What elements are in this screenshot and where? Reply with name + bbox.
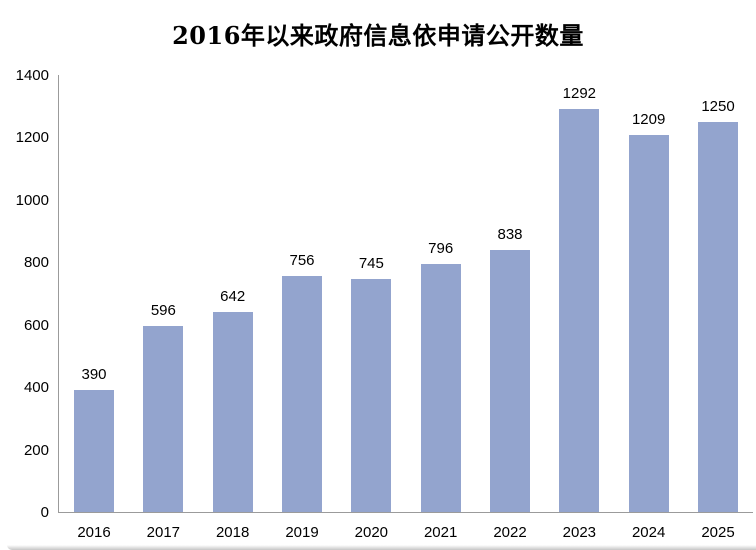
bar-value-label: 390 [81,366,107,384]
bar-2023 [559,108,600,512]
bar-value-label: 796 [428,239,454,257]
x-tick-label: 2019 [285,524,319,541]
bar-value-label: 745 [358,255,384,273]
bar-2022 [490,250,530,512]
bar-value-label: 642 [220,287,246,305]
bar-value-label: 1209 [631,110,666,128]
y-tick-label: 1200 [15,129,49,147]
y-tick-label: 0 [40,504,49,521]
bar-value-label: 756 [289,252,315,270]
y-tick-label: 400 [23,379,49,397]
bar-2019 [282,276,322,512]
x-tick-label: 2022 [493,524,527,541]
x-tick-label: 2024 [631,524,666,541]
chart-title: 2016年以来政府信息依申请公开数量 [172,21,584,50]
x-tick-label: 2023 [562,524,597,541]
y-tick-label: 1000 [15,191,49,209]
bar-2021 [420,263,461,512]
x-tick-label: 2017 [146,524,181,541]
x-tick-label: 2021 [423,524,458,541]
bar-2018 [212,311,253,512]
bar-2016 [74,390,114,512]
y-tick-label: 600 [23,316,49,334]
window-bottom-shadow [7,545,756,550]
plot-area: 390 596 642 756 745 796 838 1292 1209 1250 [58,75,753,513]
bar-value-label: 1292 [562,84,597,102]
x-tick-label: 2025 [701,524,735,541]
x-tick-label: 2018 [215,524,250,541]
bar-value-label: 596 [150,301,176,319]
bar-2025 [698,121,738,512]
y-tick-label: 800 [23,254,49,272]
x-tick-label: 2016 [77,524,111,541]
bar-2017 [143,325,184,512]
bar-value-label: 1250 [701,97,735,115]
x-tick-label: 2020 [354,524,389,541]
bar-2020 [351,279,392,512]
bar-value-label: 838 [497,226,523,244]
y-tick-label: 200 [23,441,49,459]
y-tick-label: 1400 [15,67,49,84]
bar-2024 [628,134,669,512]
